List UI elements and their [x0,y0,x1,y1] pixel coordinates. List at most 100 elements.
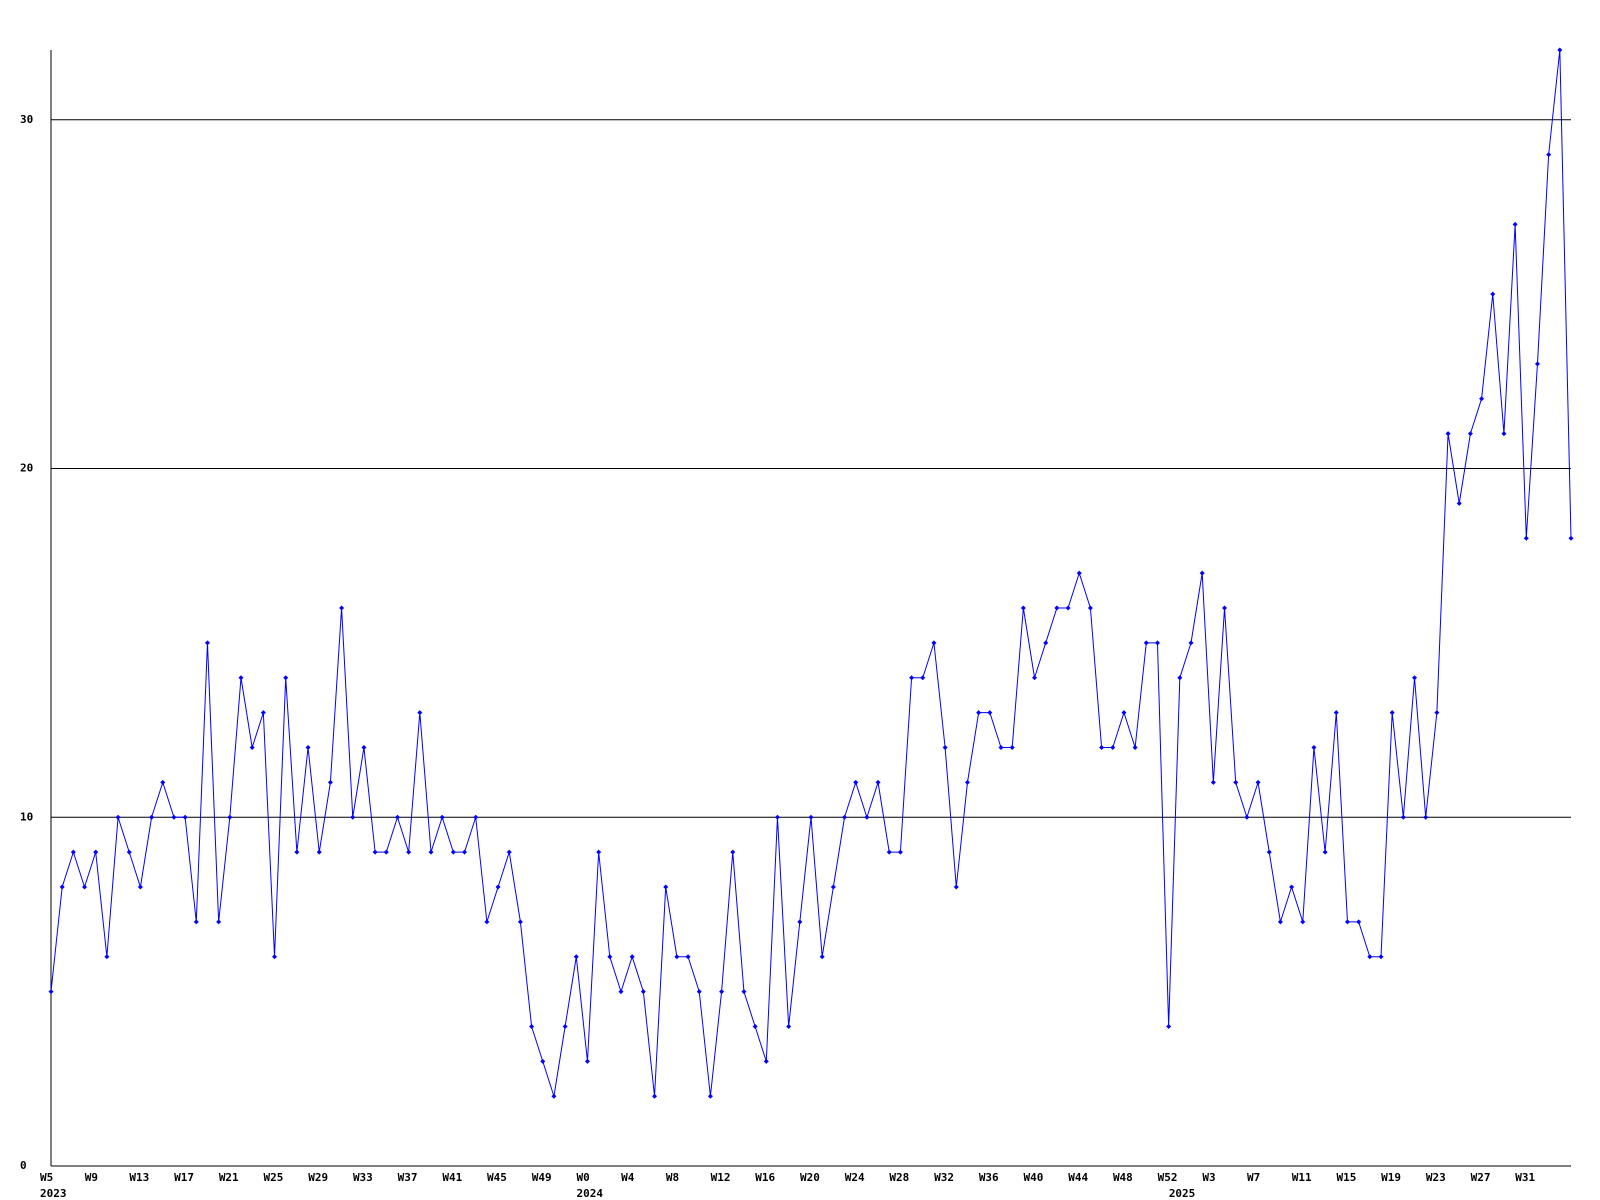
data-point [909,675,915,681]
data-point [484,919,490,925]
data-point [819,954,825,960]
data-point [786,1024,792,1029]
data-point [953,884,959,890]
data-point [327,779,333,785]
data-point [171,814,177,820]
x-tick-label: W21 [219,1171,239,1184]
data-point [886,849,892,855]
data-point [450,849,456,855]
data-point [875,779,881,785]
data-point [126,849,132,855]
data-point [920,675,926,681]
data-point [987,710,993,716]
data-point [853,779,859,785]
data-point [1199,570,1205,576]
data-point [193,919,199,925]
data-point [1389,710,1395,716]
data-point [93,849,99,855]
data-point [1099,745,1105,750]
data-point [406,849,412,855]
data-point [1322,849,1328,855]
data-point [1087,605,1093,611]
data-point [1054,605,1060,611]
data-point [551,1093,557,1099]
x-tick-label: W17 [174,1171,194,1184]
data-point [1244,814,1250,820]
data-point [182,814,188,820]
data-point [696,989,702,995]
data-point [1154,640,1160,646]
data-point [305,745,311,750]
data-point [607,954,613,960]
x-tick-label: W45 [487,1171,507,1184]
data-point [283,675,289,681]
data-point [1009,745,1015,750]
data-point [998,745,1004,750]
data-point [1311,745,1317,750]
x-tick-label: W19 [1381,1171,1401,1184]
data-point [964,779,970,785]
data-point [104,954,110,960]
data-point [808,814,814,820]
data-point [137,884,143,890]
data-point [394,814,400,820]
data-point [763,1058,769,1064]
data-point [1110,745,1116,750]
data-point [931,640,937,646]
data-point [227,814,233,820]
data-point [350,814,356,820]
x-tick-label: W31 [1515,1171,1535,1184]
data-point [1534,361,1540,367]
y-tick-label: 20 [20,462,33,475]
data-point [842,814,848,820]
data-point [249,745,255,750]
data-point [719,989,725,995]
data-point [1210,779,1216,785]
data-point [774,814,780,820]
x-tick-label: W41 [442,1171,462,1184]
data-point [1501,431,1507,437]
data-point [1255,779,1261,785]
data-point [707,1093,713,1099]
data-point [540,1058,546,1064]
data-point [830,884,836,890]
data-point [1043,640,1049,646]
data-point [1032,675,1038,681]
data-line [50,49,1572,1097]
data-point [517,919,523,925]
year-label: 2025 [1169,1187,1196,1200]
y-tick-label: 0 [20,1159,27,1172]
x-tick-label: W27 [1471,1171,1491,1184]
data-point [1121,710,1127,716]
data-point [629,954,635,960]
data-point [361,745,367,750]
x-tick-label: W44 [1068,1171,1088,1184]
data-point [1300,919,1306,925]
data-point [1289,884,1295,890]
data-point [339,605,345,611]
data-point [439,814,445,820]
data-point [160,779,166,785]
x-tick-label: W11 [1292,1171,1312,1184]
x-tick-label: W49 [532,1171,552,1184]
x-tick-label: W40 [1024,1171,1044,1184]
data-point [238,675,244,681]
data-point [529,1024,535,1029]
x-tick-label: W37 [398,1171,418,1184]
x-tick-label: W36 [979,1171,999,1184]
data-point [473,814,479,820]
data-point [1233,779,1239,785]
data-point [1423,814,1429,820]
data-point [294,849,300,855]
data-point [70,849,76,855]
x-tick-label: W13 [129,1171,149,1184]
x-tick-label: W32 [934,1171,954,1184]
data-point [1222,605,1228,611]
data-point [59,884,65,890]
x-tick-label: W9 [85,1171,98,1184]
data-point [573,954,579,960]
data-point [741,989,747,995]
data-point [1412,675,1418,681]
x-tick-label: W52 [1158,1171,1178,1184]
data-point [417,710,423,716]
